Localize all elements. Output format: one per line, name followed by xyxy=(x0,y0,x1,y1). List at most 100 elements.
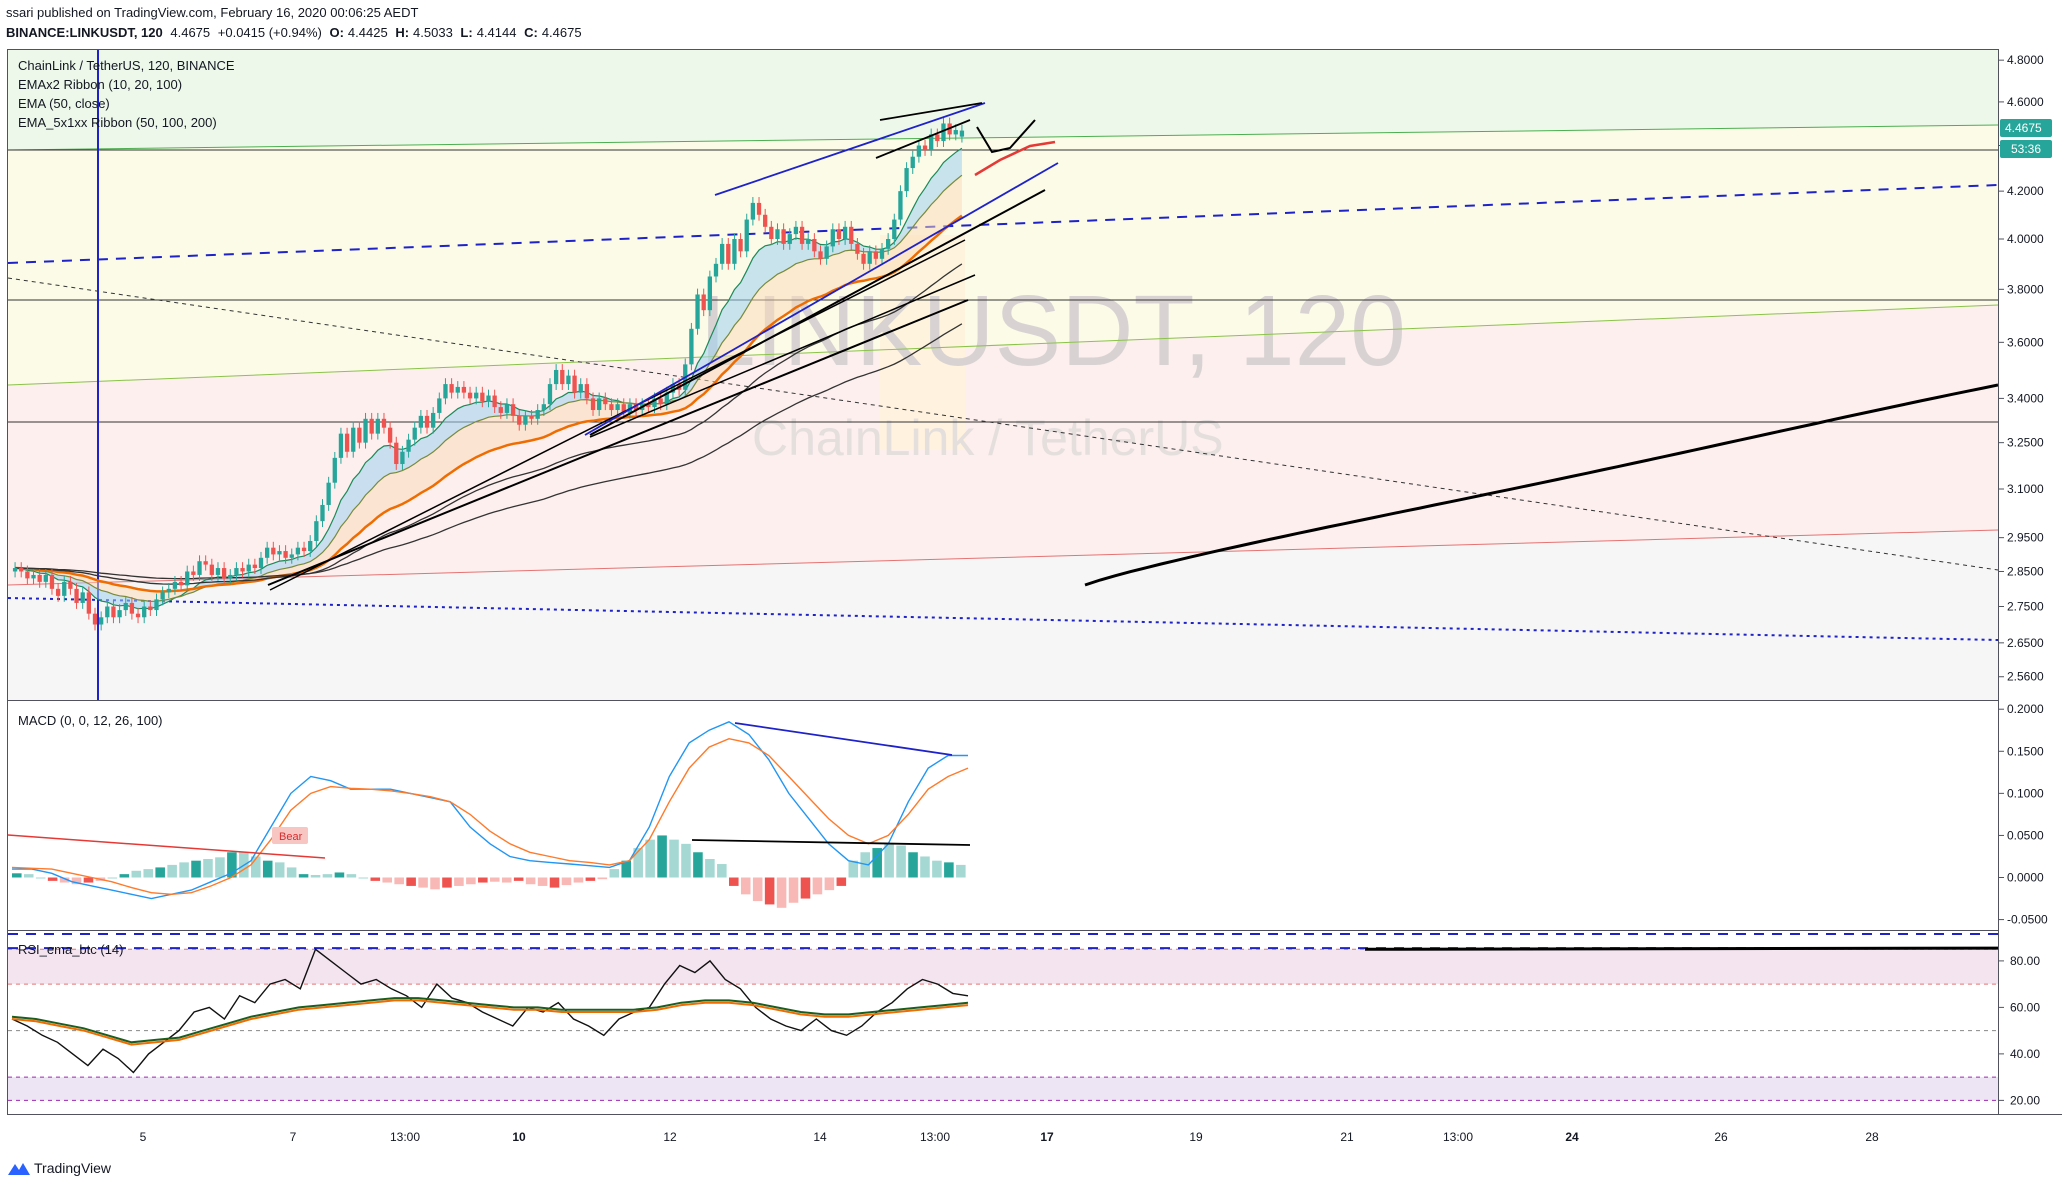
candle-body xyxy=(62,581,67,596)
candle-body xyxy=(25,571,30,579)
macd-histogram-bar xyxy=(884,843,894,878)
macd-histogram-bar xyxy=(215,857,225,878)
macd-tick-label: 0.1500 xyxy=(2007,744,2044,758)
candle-body xyxy=(129,602,135,614)
time-tick-label: 24 xyxy=(1565,1130,1579,1144)
candle-body xyxy=(449,384,454,393)
legend-ema50[interactable]: EMA (50, close) xyxy=(18,96,110,111)
legend-macd[interactable]: MACD (0, 0, 12, 26, 100) xyxy=(18,713,163,728)
macd-histogram-bar xyxy=(394,877,404,885)
price-tick-label: 4.8000 xyxy=(2007,53,2044,67)
macd-histogram-bar xyxy=(47,877,58,881)
legend-ema-5x1xx[interactable]: EMA_5x1xx Ribbon (50, 100, 200) xyxy=(18,115,217,130)
macd-histogram-bar xyxy=(227,852,237,878)
rsi-tick-label: 40.00 xyxy=(2010,1047,2040,1061)
macd-histogram-bar xyxy=(478,877,488,883)
candle-body xyxy=(781,229,786,244)
candle-body xyxy=(246,564,251,572)
legend-title[interactable]: ChainLink / TetherUS, 120, BINANCE xyxy=(18,58,235,73)
time-tick-label: 7 xyxy=(290,1130,297,1144)
macd-histogram-bar xyxy=(561,877,572,886)
macd-histogram-bar xyxy=(501,877,512,883)
candle-body xyxy=(763,214,768,227)
candle-body xyxy=(756,202,762,215)
candle-body xyxy=(369,418,374,434)
candle-body xyxy=(621,404,626,413)
macd-histogram-bar xyxy=(872,848,882,878)
candle-body xyxy=(178,581,184,586)
candle-body xyxy=(566,375,571,385)
macd-histogram-bar xyxy=(681,843,691,878)
time-tick-label: 28 xyxy=(1865,1130,1879,1144)
candle-body xyxy=(326,482,331,505)
candle-body xyxy=(867,251,872,264)
candle-body xyxy=(295,547,301,555)
candle-body xyxy=(142,606,147,618)
candle-body xyxy=(646,404,651,408)
price-tick-label: 4.2000 xyxy=(2007,184,2044,198)
macd-histogram-bar xyxy=(107,877,118,879)
candle-body xyxy=(277,551,282,555)
macd-histogram-bar xyxy=(956,864,966,878)
candle-body xyxy=(406,439,411,452)
candle-body xyxy=(492,395,497,408)
symbol-header: BINANCE:LINKUSDT, 120 4.4675 +0.0415 (+0… xyxy=(6,25,586,40)
legend-ema-ribbon[interactable]: EMAx2 Ribbon (10, 20, 100) xyxy=(18,77,183,92)
candle-body xyxy=(98,617,104,625)
candle-body xyxy=(806,238,811,244)
macd-histogram-bar xyxy=(848,860,859,878)
blue-rising-wedge-top xyxy=(714,102,986,196)
macd-histogram-bar xyxy=(932,860,942,878)
open-value: 4.4425 xyxy=(347,25,388,40)
candle-body xyxy=(615,404,620,411)
watermark-name: ChainLink / TetherUS xyxy=(752,410,1224,466)
candle-body xyxy=(375,418,380,434)
macd-histogram-bar xyxy=(633,848,643,878)
macd-histogram-bar xyxy=(609,869,620,878)
candle-body xyxy=(431,412,436,428)
candle-body xyxy=(412,427,417,440)
gray-zone xyxy=(8,530,1998,700)
macd-histogram-bar xyxy=(717,864,727,878)
high-label: H: xyxy=(395,25,410,40)
last-price-badge xyxy=(2000,119,2052,137)
candle-body xyxy=(670,384,676,393)
macd-histogram-bar xyxy=(322,874,333,878)
candle-body xyxy=(498,407,503,413)
macd-histogram-bar xyxy=(908,852,918,878)
time-tick-label: 21 xyxy=(1340,1130,1354,1144)
rsi-tick-label: 80.00 xyxy=(2010,954,2040,968)
macd-histogram-bar xyxy=(191,860,201,878)
candle-body xyxy=(271,547,276,555)
candle-body xyxy=(400,451,405,465)
time-axis[interactable]: 5 7 13:00 10 12 14 13:00 17 19 21 13:00 24 26 28 xyxy=(140,1130,1879,1144)
candle-body xyxy=(197,561,202,575)
candle-body xyxy=(111,606,116,618)
macd-histogram-bar xyxy=(549,877,560,888)
candle-body xyxy=(861,253,866,264)
candle-body xyxy=(289,554,294,558)
legend-rsi[interactable]: RSI_ema_btc (14) xyxy=(18,942,124,957)
tradingview-logo[interactable]: TradingView xyxy=(8,1160,111,1176)
macd-histogram-bar xyxy=(490,877,500,882)
macd-histogram-bar xyxy=(729,877,739,886)
drawings[interactable] xyxy=(267,102,1998,591)
macd-histogram-bar xyxy=(382,877,393,883)
candle-body xyxy=(590,398,596,411)
candle-body xyxy=(19,568,24,572)
macd-histogram-bar xyxy=(346,874,357,878)
candle-body xyxy=(185,571,190,586)
last-price: 4.4675 xyxy=(170,25,211,40)
price-tick-label: 2.7500 xyxy=(2007,600,2044,614)
candle-body xyxy=(86,592,92,614)
projected-path-black xyxy=(976,119,1036,154)
macd-histogram-bar xyxy=(776,877,787,908)
wedge-bottom-black xyxy=(875,119,971,159)
candle-body xyxy=(633,404,639,411)
candle-body xyxy=(732,238,737,264)
symbol-label[interactable]: BINANCE:LINKUSDT, 120 xyxy=(6,25,163,40)
candle-body xyxy=(836,229,842,239)
macd-histogram-bar xyxy=(645,839,655,878)
candle-body xyxy=(191,571,196,575)
